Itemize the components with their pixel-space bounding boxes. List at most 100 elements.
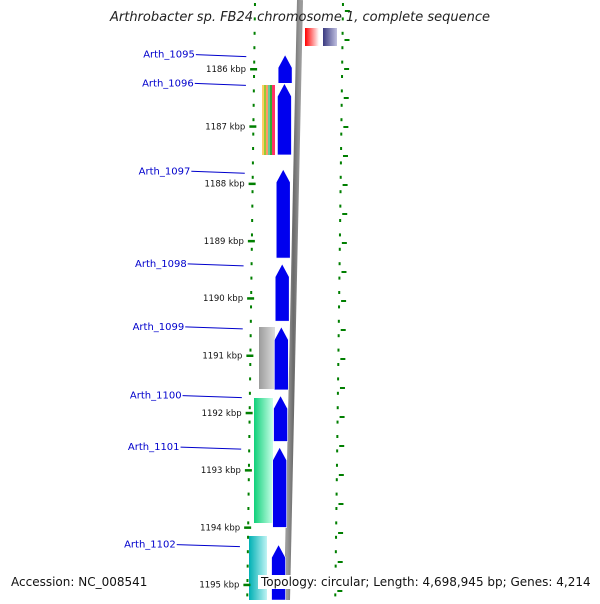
outer-dash	[339, 416, 345, 418]
gene-labels: Arth_1095 Arth_1096 Arth_1097 Arth_1098 Arth…	[124, 50, 247, 551]
gene-label-text: Arth_1102	[124, 540, 176, 551]
outer-dot	[336, 391, 339, 395]
outer-dash	[343, 126, 349, 128]
outer-dot	[338, 262, 341, 266]
scale-ticks: 1186 kbp 1187 kbp 1188 kbp 1189 kbp 1190 kbp…	[199, 65, 258, 591]
inner-dot	[253, 3, 256, 6]
gene-arrow-arth_1097[interactable]	[275, 168, 291, 259]
gene-label-arth_1096[interactable]: Arth_1096	[142, 78, 246, 89]
gene-arrows	[271, 54, 293, 601]
inner-dot	[250, 247, 253, 251]
outer-dot	[335, 535, 338, 539]
gene-arrow-arth_1096[interactable]	[277, 82, 292, 156]
scale-tick-1192: 1192 kbp	[202, 409, 253, 419]
outer-dash	[338, 474, 344, 476]
inner-dot	[248, 391, 251, 395]
gene-label-text: Arth_1099	[133, 322, 185, 333]
scale-tick-1190: 1190 kbp	[203, 294, 255, 304]
tick-label: 1187 kbp	[205, 122, 245, 132]
inner-dot	[249, 377, 252, 381]
inner-dot	[250, 276, 253, 280]
outer-dash-ring	[337, 10, 350, 592]
backbone-arc	[284, 0, 303, 601]
outer-dot	[338, 247, 341, 251]
scale-tick-1193: 1193 kbp	[201, 466, 252, 476]
gene-label-text: Arth_1098	[135, 259, 187, 270]
outer-dot	[336, 449, 339, 453]
inner-dot	[249, 348, 252, 352]
gene-arrow-arth_1100[interactable]	[273, 394, 288, 442]
gene-label-arth_1101[interactable]: Arth_1101	[128, 442, 242, 453]
outer-dot	[339, 175, 342, 179]
tick-mark	[244, 526, 252, 529]
tick-mark	[245, 411, 253, 415]
outer-dot	[335, 507, 338, 510]
outer-dash	[342, 213, 348, 215]
gene-label-text: Arth_1101	[128, 442, 180, 453]
feature-block-purple	[323, 28, 337, 46]
scale-tick-1191: 1191 kbp	[202, 352, 254, 362]
gene-label-arth_1100[interactable]: Arth_1100	[130, 391, 242, 402]
tick-mark	[243, 583, 251, 587]
tick-label: 1193 kbp	[201, 466, 241, 476]
outer-dot	[341, 31, 344, 35]
outer-dot	[339, 161, 342, 165]
scale-tick-1189: 1189 kbp	[204, 237, 255, 247]
gene-label-arth_1095[interactable]: Arth_1095	[143, 50, 247, 61]
inner-dotted-ring	[246, 3, 256, 597]
inner-dot	[252, 89, 255, 93]
tick-mark	[247, 239, 255, 243]
category-block-grey	[259, 327, 275, 389]
category-block-teal	[249, 536, 267, 600]
accession-label: Accession: NC_008541	[9, 575, 150, 589]
outer-dot	[340, 103, 343, 107]
inner-dot	[247, 478, 250, 482]
outer-dot	[338, 233, 341, 237]
leader-line	[187, 263, 244, 267]
tick-label: 1195 kbp	[199, 581, 239, 591]
gene-arrow-arth_1098[interactable]	[274, 263, 290, 322]
outer-dash	[341, 300, 347, 302]
outer-dot	[337, 377, 340, 381]
inner-dot	[252, 132, 255, 136]
gene-arrow-arth_1095[interactable]	[277, 54, 293, 84]
gene-label-arth_1098[interactable]: Arth_1098	[135, 259, 244, 270]
tick-label: 1192 kbp	[202, 409, 242, 419]
inner-dot	[250, 262, 253, 266]
composition-stripes	[262, 85, 275, 155]
outer-dash	[344, 10, 350, 12]
outer-dash	[339, 445, 345, 447]
tick-mark	[250, 68, 258, 71]
outer-dash	[338, 532, 344, 534]
outer-dot	[335, 492, 338, 496]
inner-dot	[251, 161, 254, 165]
gene-label-arth_1102[interactable]: Arth_1102	[124, 540, 240, 551]
gene-label-arth_1099[interactable]: Arth_1099	[133, 322, 243, 333]
leader-line	[185, 326, 243, 330]
leader-line	[182, 395, 242, 399]
outer-dot	[335, 478, 338, 482]
gene-arrow-arth_1099[interactable]	[274, 326, 289, 391]
inner-dot	[250, 233, 253, 237]
scale-tick-1188: 1188 kbp	[205, 180, 256, 190]
outer-dot	[341, 3, 344, 6]
outer-dot	[334, 593, 337, 597]
gene-label-arth_1097[interactable]: Arth_1097	[139, 166, 245, 177]
tick-label: 1190 kbp	[203, 294, 243, 304]
inner-dot	[248, 420, 251, 424]
outer-dot	[338, 305, 341, 309]
outer-dash	[343, 97, 349, 99]
outer-dash	[342, 155, 348, 157]
outer-dot	[340, 132, 343, 136]
outer-dash	[341, 242, 347, 244]
inner-dot	[249, 334, 252, 338]
scale-tick-1194: 1194 kbp	[200, 523, 252, 533]
gene-arrow-arth_1101[interactable]	[272, 446, 287, 528]
outer-dash	[344, 68, 350, 70]
map-title: Arthrobacter sp. FB24 chromosome 1, comp…	[109, 10, 491, 25]
feature-block-red	[305, 28, 319, 46]
gene-label-text: Arth_1100	[130, 391, 182, 402]
inner-dot	[250, 291, 253, 294]
tick-label: 1189 kbp	[204, 237, 244, 247]
